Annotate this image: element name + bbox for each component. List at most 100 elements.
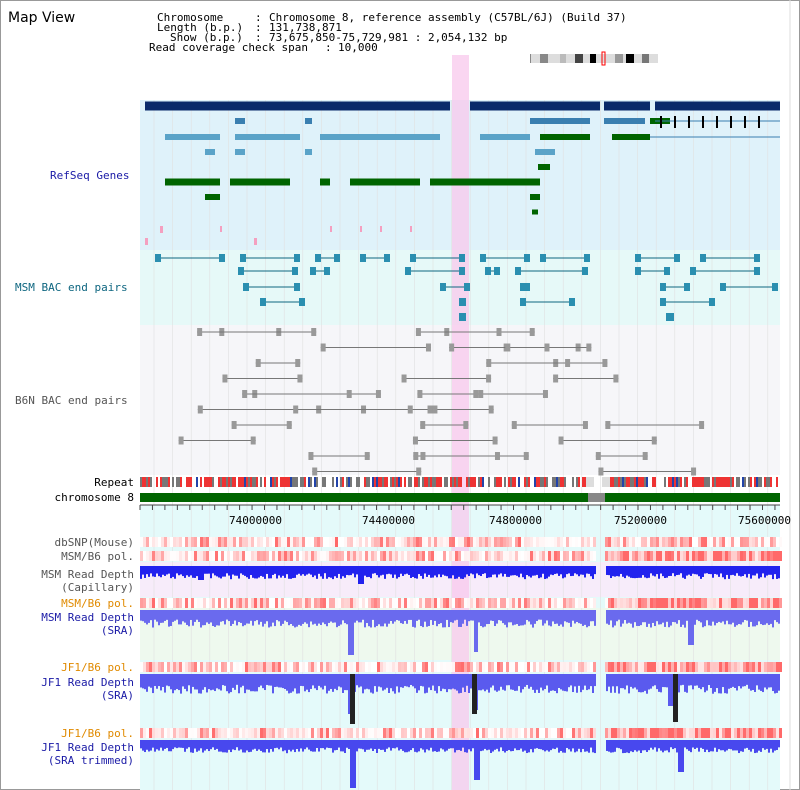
depth-bar <box>306 674 308 690</box>
depth-bar <box>388 566 390 574</box>
track-label-msm-b6-pol-sra[interactable]: MSM/B6 pol. <box>61 597 134 610</box>
depth-bar <box>394 610 396 622</box>
depth-bar <box>776 566 778 579</box>
depth-bar <box>402 610 404 624</box>
depth-bar <box>692 566 694 574</box>
repeat-mark <box>470 477 472 487</box>
pol-heat <box>494 598 497 608</box>
depth-bar <box>754 740 756 754</box>
depth-bar <box>448 674 450 690</box>
depth-bar <box>222 674 224 686</box>
pol-heat <box>509 662 512 672</box>
depth-bar <box>298 566 300 574</box>
depth-bar <box>254 674 256 692</box>
depth-bar <box>474 740 476 780</box>
depth-bar <box>704 610 706 627</box>
pol-heat <box>548 551 551 561</box>
track-label-msm-bac[interactable]: MSM BAC end pairs <box>15 281 128 294</box>
pol-heat <box>461 728 464 738</box>
track-label-jf1-depth-trim[interactable]: JF1 Read Depth <box>41 741 134 754</box>
depth-bar <box>420 566 422 576</box>
depth-bar <box>746 674 748 685</box>
b6n-end <box>494 452 500 460</box>
pol-heat <box>605 537 608 547</box>
pol-heat <box>536 598 539 608</box>
pol-heat <box>710 551 713 561</box>
depth-bar <box>212 610 214 626</box>
pol-heat <box>695 551 698 561</box>
track-label-chromosome[interactable]: chromosome 8 <box>54 491 134 504</box>
pol-heat <box>440 537 443 547</box>
b6n-end <box>473 390 479 398</box>
bac-end <box>324 267 330 275</box>
depth-bar <box>634 610 636 623</box>
b6n-end <box>412 436 418 445</box>
track-label-jf1-depth-sra[interactable]: JF1 Read Depth <box>41 676 134 689</box>
b6n-end <box>295 359 301 367</box>
pol-heat <box>638 662 641 672</box>
pol-heat <box>770 662 773 672</box>
repeat-mark <box>524 477 526 487</box>
pol-heat <box>464 537 467 547</box>
depth-bar <box>208 566 210 574</box>
pol-heat <box>614 728 617 738</box>
exon-mark <box>702 116 704 128</box>
depth-bar <box>628 674 630 694</box>
gene-block <box>470 101 600 111</box>
track-label-jf1-b6-pol-trim[interactable]: JF1/B6 pol. <box>61 727 134 740</box>
depth-bar <box>656 674 658 690</box>
depth-bar <box>290 610 292 624</box>
track-label-msm-b6-pol[interactable]: MSM/B6 pol. <box>61 550 134 563</box>
depth-bar <box>530 610 532 625</box>
repeat-mark <box>536 477 538 487</box>
depth-bar <box>166 566 168 575</box>
track-label-msm-depth-sra[interactable]: MSM Read Depth <box>41 611 134 624</box>
b6n-end <box>286 421 292 429</box>
depth-bar <box>410 740 412 751</box>
depth-bar <box>158 740 160 751</box>
track-label-msm-depth-cap[interactable]: MSM Read Depth <box>41 568 134 581</box>
pol-heat <box>680 598 683 608</box>
depth-bar <box>392 566 394 578</box>
depth-bar <box>370 610 372 628</box>
pol-heat <box>758 537 761 547</box>
repeat-mark <box>398 477 400 487</box>
depth-bar <box>576 566 578 575</box>
depth-bar <box>170 740 172 752</box>
track-label-refseq[interactable]: RefSeq Genes <box>50 169 130 182</box>
repeat-mark <box>446 477 448 487</box>
depth-bar <box>308 740 310 750</box>
depth-bar <box>216 566 218 577</box>
track-label-repeat[interactable]: Repeat <box>94 476 134 489</box>
pol-heat <box>722 598 725 608</box>
pol-heat <box>143 662 146 672</box>
pol-heat <box>620 662 623 672</box>
track-label-dbsnp[interactable]: dbSNP(Mouse) <box>54 536 134 549</box>
depth-bar <box>626 740 628 753</box>
pol-heat <box>770 551 773 561</box>
depth-bar <box>702 740 704 749</box>
depth-bar <box>294 566 296 578</box>
depth-bar <box>168 610 170 627</box>
pol-heat <box>476 662 479 672</box>
depth-bar <box>282 740 284 752</box>
depth-bar <box>338 566 340 574</box>
pol-heat <box>665 598 668 608</box>
pol-heat <box>572 551 575 561</box>
depth-bar <box>224 674 226 686</box>
pol-heat <box>728 551 731 561</box>
repeat-mark <box>672 477 674 487</box>
pol-heat <box>275 598 278 608</box>
bac-end <box>410 254 416 262</box>
track-label-b6n-bac[interactable]: B6N BAC end pairs <box>15 394 128 407</box>
track-label-jf1-b6-pol[interactable]: JF1/B6 pol. <box>61 661 134 674</box>
pol-heat <box>287 662 290 672</box>
ideogram-band <box>590 54 596 63</box>
depth-bar <box>580 566 582 575</box>
pol-heat <box>692 598 695 608</box>
pol-heat <box>344 662 347 672</box>
depth-bar <box>280 740 282 748</box>
pol-heat <box>380 598 383 608</box>
depth-bar <box>262 610 264 627</box>
depth-bar <box>194 674 196 690</box>
